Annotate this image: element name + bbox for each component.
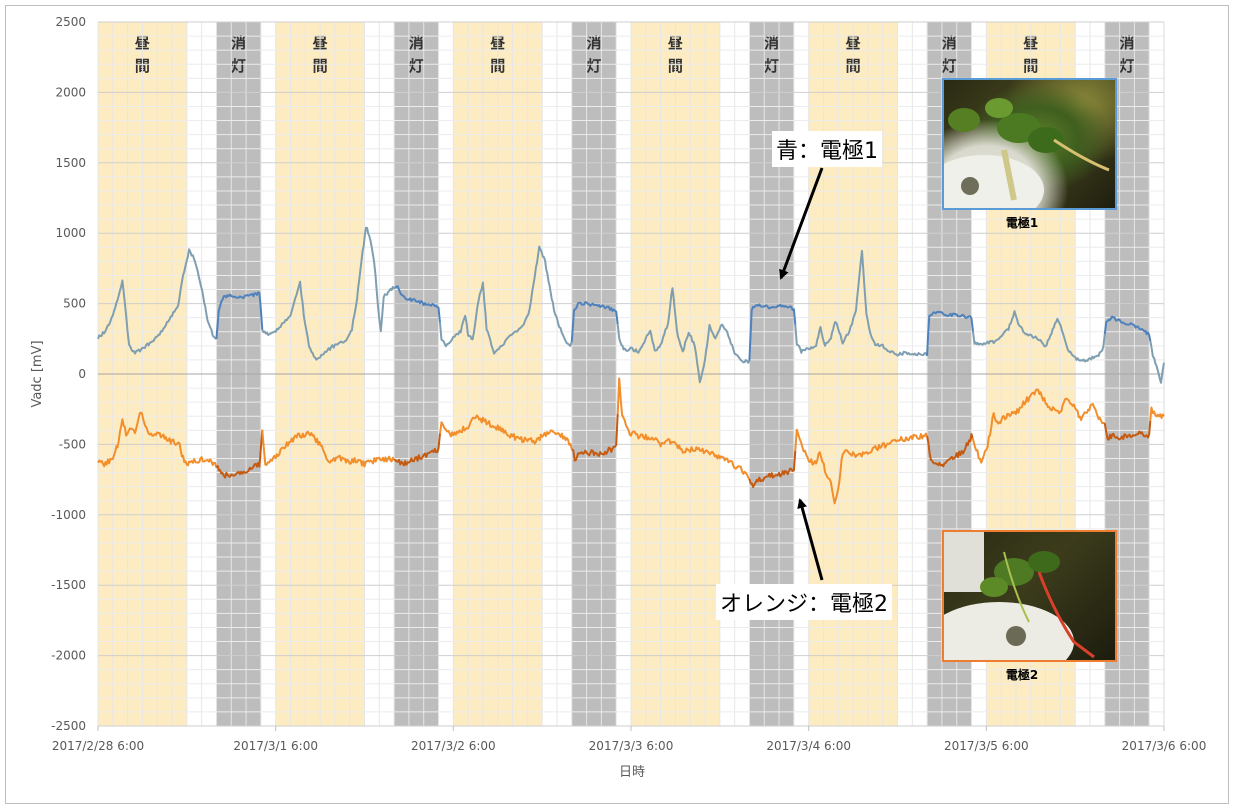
band-label-7-1: 灯 — [764, 57, 779, 75]
x-tick-label-2: 2017/3/2 6:00 — [411, 739, 496, 753]
series-2-segment-9 — [926, 433, 974, 468]
y-axis-title: Vadc [mV] — [30, 340, 45, 407]
y-tick-label-9: -2000 — [51, 649, 86, 663]
series-1-segment-10 — [972, 310, 1106, 363]
series-1-segment-3 — [394, 285, 441, 323]
x-tick-label-6: 2017/3/6 6:00 — [1122, 739, 1207, 753]
band-label-9-0: 消 — [942, 34, 957, 52]
series-1-segment-6 — [616, 287, 751, 384]
series-1-segment-4 — [439, 245, 573, 355]
series-2-segment-0 — [97, 411, 218, 468]
callout-arrows — [779, 167, 824, 581]
band-label-3-1: 灯 — [409, 57, 424, 75]
electrode1-callout: 青：電極1 — [772, 131, 882, 167]
series-2-segment-8 — [794, 428, 929, 505]
band-label-11-0: 消 — [1119, 34, 1134, 52]
series-1-segment-5 — [570, 301, 619, 342]
x-axis-title: 日時 — [619, 765, 645, 780]
series-1-segment-12 — [1149, 340, 1165, 384]
series-1-segment-0 — [97, 248, 218, 355]
electrode1-photo — [942, 78, 1117, 210]
band-label-3-0: 消 — [409, 34, 424, 52]
x-tick-label-0: 2017/2/28 6:00 — [52, 739, 144, 753]
y-tick-label-10: -2500 — [51, 719, 86, 733]
series-2-segment-1 — [215, 429, 264, 479]
band-label-1-0: 消 — [231, 34, 246, 52]
y-tick-label-5: 0 — [78, 367, 86, 381]
series-1-segment-1 — [215, 291, 264, 340]
series-2-segment-6 — [616, 377, 751, 480]
y-tick-label-4: 500 — [63, 297, 86, 311]
y-tick-label-0: 2500 — [55, 15, 86, 29]
axis-ticks: 2500 2000 1500 1000 500 0 -500 -1000 -1500 -2000 -… — [51, 15, 1206, 753]
x-tick-label-5: 2017/3/5 6:00 — [944, 739, 1029, 753]
series-1-segment-9 — [926, 310, 974, 356]
x-tick-label-3: 2017/3/3 6:00 — [589, 739, 674, 753]
series-2-segment-10 — [971, 388, 1105, 464]
plant-photo-2-illustration — [944, 532, 1095, 660]
series-2-segment-7 — [748, 450, 797, 489]
y-tick-label-1: 2000 — [55, 85, 86, 99]
electrode2-callout: オレンジ：電極2 — [716, 584, 892, 620]
electrode2-photo — [942, 530, 1117, 662]
band-label-11-1: 灯 — [1119, 57, 1134, 75]
electrode2-photo-caption: 電極2 — [1005, 668, 1039, 682]
y-tick-label-2: 1500 — [55, 156, 86, 170]
electrode2-arrow — [797, 498, 824, 581]
series-2-segment-12 — [1149, 406, 1165, 421]
series-2-segment-2 — [261, 429, 395, 468]
series-2-segment-11 — [1103, 420, 1152, 441]
y-tick-label-3: 1000 — [55, 226, 86, 240]
y-tick-label-7: -1000 — [51, 508, 86, 522]
x-tick-label-4: 2017/3/4 6:00 — [766, 739, 851, 753]
band-label-9-1: 灯 — [942, 57, 957, 75]
band-label-7-0: 消 — [764, 34, 779, 52]
series-2-segment-4 — [439, 414, 573, 450]
band-label-5-0: 消 — [586, 34, 601, 52]
series-1-segment-2 — [261, 226, 396, 361]
electrode1-photo-caption: 電極1 — [1005, 216, 1039, 230]
band-label-5-1: 灯 — [586, 57, 601, 75]
series-lines — [97, 226, 1165, 505]
y-tick-label-8: -1500 — [51, 578, 86, 592]
plant-photo-1-illustration — [944, 98, 1110, 208]
series-1-segment-8 — [794, 249, 929, 357]
x-tick-label-1: 2017/3/1 6:00 — [233, 739, 318, 753]
y-tick-label-6: -500 — [59, 437, 86, 451]
series-1-segment-7 — [748, 303, 797, 361]
band-label-1-1: 灯 — [231, 57, 246, 75]
series-2-segment-5 — [571, 413, 619, 462]
electrode1-arrow — [779, 167, 824, 280]
series-1-segment-11 — [1103, 315, 1152, 342]
series-2-segment-3 — [394, 433, 441, 467]
